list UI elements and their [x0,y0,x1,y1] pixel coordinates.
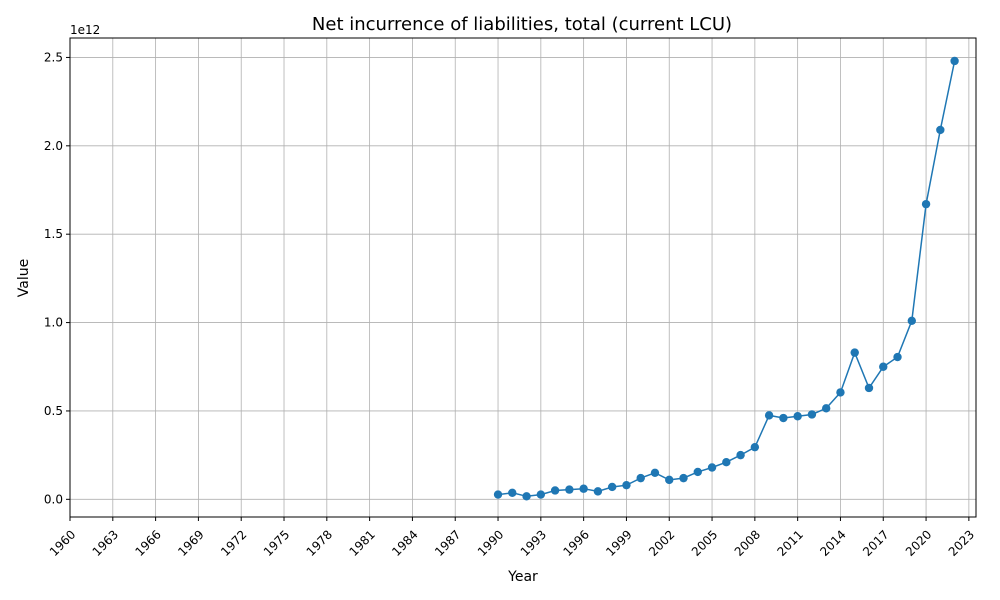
x-tick-label: 2017 [860,527,891,558]
data-point [722,458,731,467]
y-tick-label: 0.0 [44,492,63,506]
y-tick-label: 0.5 [44,404,63,418]
x-tick-label: 1972 [218,527,249,558]
data-point [921,199,931,209]
x-tick-label: 1981 [346,527,377,558]
x-tick-label: 2008 [732,527,763,558]
data-point [508,488,517,497]
data-point [750,442,760,452]
data-point [836,388,845,397]
y-tick-label: 1.0 [44,316,63,330]
data-point [565,485,574,494]
x-tick-label: 1990 [475,527,506,558]
x-tick-label: 1984 [389,527,420,558]
chart-title: Net incurrence of liabilities, total (cu… [312,14,732,35]
x-axis: 1960 1963 1966 1969 1972 1975 1978 1981 1984 1987… [47,517,977,559]
x-tick-label: 1969 [175,527,206,558]
data-point [693,467,702,477]
x-tick-label: 1963 [90,527,121,558]
data-point [821,404,831,413]
x-tick-label: 1987 [432,527,463,558]
series-layer [493,56,959,501]
data-point [807,410,817,419]
data-point [522,492,531,501]
data-point [764,411,774,420]
data-point [607,482,617,492]
data-point [622,480,631,490]
data-point [736,450,745,460]
y-tick-label: 2.0 [44,139,63,153]
y-axis: 0.0 0.5 1.0 1.5 2.0 2.5 [44,50,70,506]
data-point [593,487,603,496]
plot-frame [69,37,977,518]
data-point [665,475,674,485]
grid [69,38,976,517]
data-point [707,463,717,472]
data-point [650,468,660,478]
y-axis-title: Value [16,259,32,297]
data-point [950,56,959,66]
x-tick-label: 1978 [304,527,335,558]
x-tick-label: 1960 [47,527,78,558]
x-tick-label: 2002 [646,527,677,558]
x-tick-label: 2014 [817,527,848,558]
data-point [550,486,560,495]
series-line [497,60,956,498]
x-tick-label: 2011 [774,527,805,558]
data-point [879,362,888,371]
data-point [779,413,788,423]
x-tick-label: 1993 [518,527,549,558]
data-point [493,490,503,499]
data-point [907,316,916,326]
y-tick-label: 1.5 [44,227,63,241]
data-point [793,412,802,421]
data-point [636,473,645,483]
x-axis-title: Year [507,569,538,585]
data-point [679,473,688,483]
data-point [850,348,859,357]
x-tick-label: 2005 [689,527,720,558]
data-point [579,484,588,493]
x-tick-label: 1975 [261,527,292,558]
y-offset-label: 1e12 [70,23,100,37]
data-point [893,352,902,362]
x-tick-label: 1996 [560,527,591,558]
x-tick-label: 1999 [603,527,634,558]
x-tick-label: 2020 [903,527,934,558]
data-point [536,490,546,499]
y-tick-label: 2.5 [44,50,63,64]
x-tick-label: 2023 [946,527,977,558]
data-point [936,125,945,135]
x-tick-label: 1966 [132,527,163,558]
data-point [864,383,874,393]
